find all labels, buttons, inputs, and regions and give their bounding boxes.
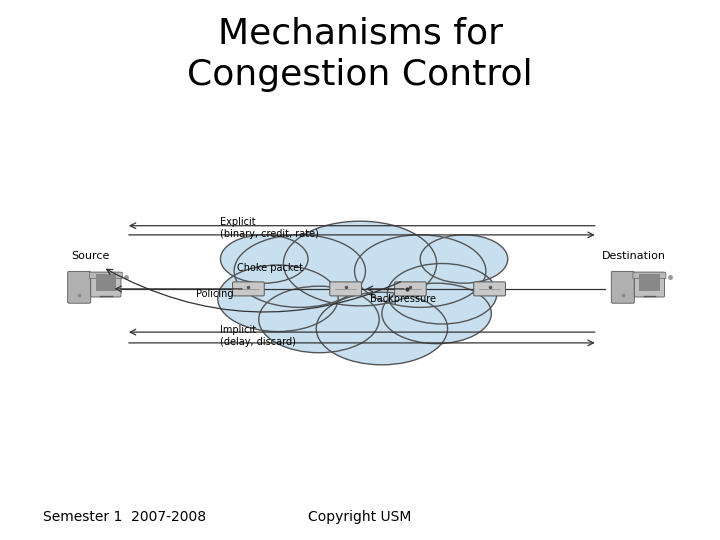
- Text: Backpressure: Backpressure: [370, 294, 436, 304]
- Ellipse shape: [258, 286, 379, 353]
- Text: Destination: Destination: [602, 251, 665, 261]
- FancyBboxPatch shape: [91, 272, 121, 297]
- Text: Mechanisms for
Congestion Control: Mechanisms for Congestion Control: [187, 16, 533, 92]
- Ellipse shape: [284, 221, 436, 306]
- Text: Semester 1  2007-2008: Semester 1 2007-2008: [43, 510, 207, 524]
- Ellipse shape: [387, 264, 497, 324]
- FancyBboxPatch shape: [633, 272, 666, 279]
- Ellipse shape: [234, 235, 366, 307]
- Ellipse shape: [217, 265, 338, 332]
- Text: Implicit
(delay, discard): Implicit (delay, discard): [220, 325, 295, 347]
- FancyBboxPatch shape: [395, 282, 426, 296]
- Ellipse shape: [382, 283, 491, 343]
- Ellipse shape: [420, 235, 508, 283]
- FancyBboxPatch shape: [89, 272, 122, 279]
- FancyBboxPatch shape: [96, 274, 116, 291]
- Text: Choke packet: Choke packet: [237, 263, 303, 273]
- Text: Policing: Policing: [197, 288, 234, 299]
- Ellipse shape: [316, 292, 448, 365]
- FancyBboxPatch shape: [639, 274, 660, 291]
- Text: Copyright USM: Copyright USM: [308, 510, 412, 524]
- Text: Explicit
(binary, credit, rate): Explicit (binary, credit, rate): [220, 217, 318, 239]
- FancyBboxPatch shape: [330, 282, 361, 296]
- FancyBboxPatch shape: [611, 271, 634, 303]
- FancyBboxPatch shape: [68, 271, 91, 303]
- Ellipse shape: [220, 235, 308, 283]
- FancyBboxPatch shape: [634, 272, 665, 297]
- FancyBboxPatch shape: [233, 282, 264, 296]
- FancyBboxPatch shape: [474, 282, 505, 296]
- Text: Source: Source: [71, 251, 109, 261]
- Ellipse shape: [354, 235, 486, 307]
